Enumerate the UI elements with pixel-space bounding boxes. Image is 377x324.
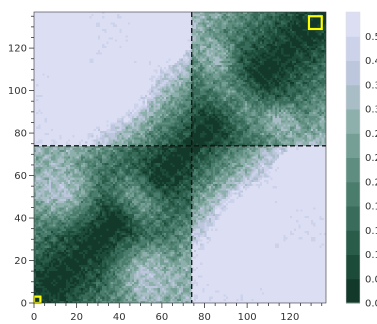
y-tick-label: 60 bbox=[14, 171, 27, 182]
colorbar-tick-label: 0.2 bbox=[365, 129, 377, 140]
colorbar-segment bbox=[346, 254, 360, 280]
colorbar-tick-label: 0.1 bbox=[365, 226, 377, 237]
y-tick-label: 0 bbox=[21, 299, 27, 310]
colorbar-tick-label: 0.4 bbox=[365, 56, 377, 67]
colorbar-segment bbox=[346, 84, 360, 110]
heatmap-image bbox=[34, 12, 326, 303]
colorbar-segment bbox=[346, 278, 360, 304]
colorbar-segment bbox=[346, 36, 360, 61]
colorbar-tick-label: 0.3 bbox=[365, 105, 377, 116]
plot-frame bbox=[33, 11, 327, 304]
colorbar-tick-label: 0.2 bbox=[365, 153, 377, 164]
y-tick-label: 100 bbox=[8, 86, 27, 97]
colorbar-segment bbox=[346, 109, 360, 134]
x-tick-label: 120 bbox=[280, 312, 299, 323]
y-tick-label: 20 bbox=[14, 256, 27, 267]
x-tick-label: 100 bbox=[238, 312, 257, 323]
y-tick-label: 120 bbox=[8, 44, 27, 55]
y-tick-label: 40 bbox=[14, 214, 27, 225]
highlight-box-2 bbox=[307, 15, 323, 31]
colorbar-tick-label: 0.5 bbox=[365, 32, 377, 43]
colorbar-segment bbox=[346, 60, 360, 86]
colorbar-segment bbox=[346, 133, 360, 158]
axes: 0 20 40 60 80 100 120 0 20 40 60 80 100 120 bbox=[8, 11, 327, 323]
colorbar-tick-label: 0.3 bbox=[365, 80, 377, 91]
heatmap bbox=[34, 12, 326, 303]
colorbar-frame bbox=[345, 11, 361, 304]
colorbar: 0.0 0.0 0.1 0.1 0.1 0.2 0.2 0.2 0.3 0.3 0.4 0.5 bbox=[345, 11, 377, 310]
colorbar-tick-label: 0.2 bbox=[365, 177, 377, 188]
colorbar-tick-label: 0.1 bbox=[365, 250, 377, 261]
colorbar-tick-label: 0.0 bbox=[365, 299, 377, 310]
colorbar-segment bbox=[346, 181, 360, 207]
colorbar-tick-label: 0.1 bbox=[365, 202, 377, 213]
colorbar-tick-label: 0.0 bbox=[365, 274, 377, 285]
colorbar-segment bbox=[346, 230, 360, 255]
x-tick-label: 80 bbox=[198, 312, 211, 323]
colorbar-segment bbox=[346, 157, 360, 183]
x-tick-label: 60 bbox=[156, 312, 169, 323]
colorbar-segment bbox=[346, 206, 360, 231]
x-tick-label: 0 bbox=[31, 312, 37, 323]
y-tick-label: 80 bbox=[14, 129, 27, 140]
colorbar-segment bbox=[346, 12, 360, 37]
x-tick-label: 20 bbox=[70, 312, 83, 323]
x-tick-label: 40 bbox=[113, 312, 126, 323]
